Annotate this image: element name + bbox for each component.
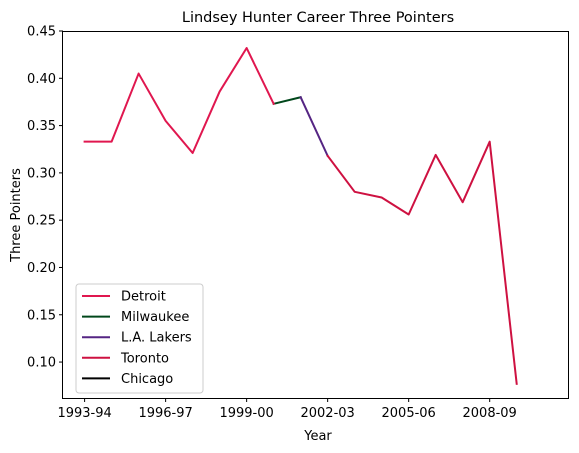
legend-box [75,283,204,394]
x-tick-label: 2005-06 [382,406,436,421]
y-tick-label: 0.40 [27,72,56,87]
plot-lines [83,47,518,385]
x-tick-label: 2002-03 [300,406,354,421]
x-axis: 1993-94 1996-97 1999-00 2002-03 2005-06 2008-… [57,398,517,421]
y-axis-label: Three Pointers [9,168,24,263]
x-tick-label: 1993-94 [57,406,111,421]
legend-label-toronto: Toronto [120,351,169,366]
x-tick-label: 2008-09 [463,406,517,421]
y-tick-label: 0.25 [27,214,56,229]
legend-label-chicago: Chicago [121,372,173,387]
y-tick-label: 0.15 [27,308,56,323]
series-line-milwaukee [272,96,302,106]
plot-area-frame [62,31,569,399]
y-tick-label: 0.10 [27,356,56,371]
x-axis-label: Year [303,429,332,444]
y-tick-label: 0.45 [27,25,56,40]
legend-label-l-a-lakers: L.A. Lakers [121,331,192,346]
y-tick-label: 0.20 [27,261,56,276]
series-line-detroit [83,47,275,155]
y-tick-label: 0.35 [27,119,56,134]
x-tick-label: 1999-00 [219,406,273,421]
series-line-l-a-lakers [299,95,329,158]
legend: Detroit Milwaukee L.A. Lakers Toronto Chicag… [75,283,204,394]
series-line-toronto [326,140,518,385]
chart-title: Lindsey Hunter Career Three Pointers [182,10,454,26]
legend-label-detroit: Detroit [121,290,166,305]
y-tick-label: 0.30 [27,166,56,181]
y-axis: 0.10 0.15 0.20 0.25 0.30 0.35 0.40 0.45 [27,25,63,371]
legend-label-milwaukee: Milwaukee [121,310,189,325]
x-tick-label: 1996-97 [138,406,192,421]
